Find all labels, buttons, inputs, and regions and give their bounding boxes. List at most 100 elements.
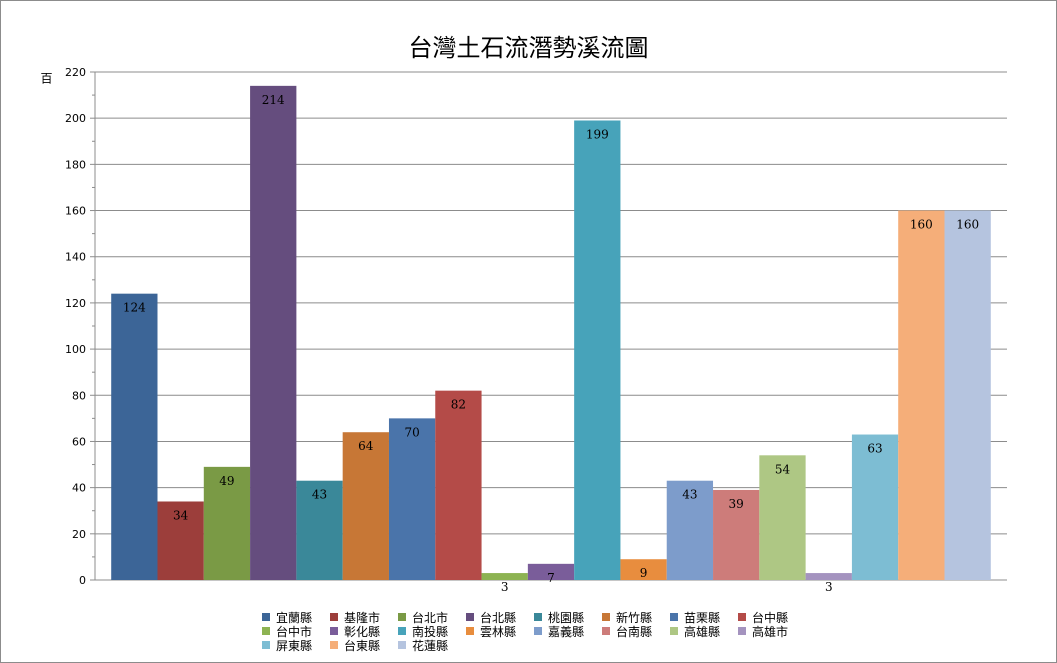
data-label-5: 43 <box>312 488 327 502</box>
legend-item: 新竹縣 <box>602 610 670 625</box>
legend-swatch <box>330 627 338 635</box>
legend-swatch <box>398 627 406 635</box>
data-label-16: 3 <box>825 580 833 594</box>
legend-item: 南投縣 <box>398 624 466 639</box>
legend-row: 宜蘭縣 基隆市 台北市 台北縣 桃園縣 新竹縣 苗栗縣 台中縣 <box>262 610 822 625</box>
data-label-8: 82 <box>451 398 466 412</box>
data-label-13: 43 <box>682 488 697 502</box>
bar-2 <box>157 501 204 580</box>
legend-label: 嘉義縣 <box>548 624 585 639</box>
legend-label: 高雄縣 <box>684 624 721 639</box>
legend-label: 高雄市 <box>752 624 789 639</box>
legend-label: 宜蘭縣 <box>276 610 313 625</box>
legend-swatch <box>466 613 474 621</box>
bar-4 <box>250 85 297 580</box>
legend-label: 花蓮縣 <box>412 638 449 653</box>
legend-label: 台東縣 <box>344 638 381 653</box>
chart-title: 台灣土石流潛勢溪流圖 <box>408 34 649 62</box>
bar-1 <box>111 293 158 580</box>
data-label-19: 160 <box>956 218 979 232</box>
legend-item: 台東縣 <box>330 638 398 653</box>
y-tick-label: 120 <box>65 297 86 310</box>
legend-item: 台南縣 <box>602 624 670 639</box>
bar-9 <box>481 573 528 580</box>
legend-label: 桃園縣 <box>548 610 585 625</box>
y-axis-unit-label: 百 <box>39 72 53 84</box>
legend-swatch <box>330 613 338 621</box>
legend-item: 屏東縣 <box>262 638 330 653</box>
legend-item: 高雄縣 <box>670 624 738 639</box>
legend-item: 彰化縣 <box>330 624 398 639</box>
legend-label: 台中市 <box>276 624 313 639</box>
bar-19 <box>944 210 991 580</box>
legend-swatch <box>738 627 746 635</box>
bar-10 <box>527 563 575 580</box>
legend: 宜蘭縣 基隆市 台北市 台北縣 桃園縣 新竹縣 苗栗縣 台中縣 台中市 彰化縣 南投縣 雲林縣 嘉義縣台… <box>262 610 822 653</box>
legend-item: 基隆市 <box>330 610 398 625</box>
y-tick-label: 140 <box>65 251 86 264</box>
legend-label: 雲林縣 <box>480 624 517 639</box>
data-label-1: 124 <box>123 301 146 315</box>
y-tick-label: 160 <box>65 205 86 218</box>
bar-13 <box>666 480 714 580</box>
data-label-6: 64 <box>358 439 374 453</box>
y-tick-label: 180 <box>65 158 86 171</box>
legend-item: 雲林縣 <box>466 624 534 639</box>
legend-label: 新竹縣 <box>616 610 653 625</box>
legend-row: 屏東縣 台東縣 花蓮縣 <box>262 638 822 653</box>
legend-swatch <box>262 627 270 635</box>
legend-item: 嘉義縣 <box>534 624 602 639</box>
legend-item: 宜蘭縣 <box>262 610 330 625</box>
legend-item: 桃園縣 <box>534 610 602 625</box>
data-label-11: 199 <box>586 127 609 141</box>
legend-swatch <box>534 613 542 621</box>
data-label-18: 160 <box>910 218 933 232</box>
legend-item: 台中市 <box>262 624 330 639</box>
legend-item: 台北市 <box>398 610 466 625</box>
legend-label: 台南縣 <box>616 624 653 639</box>
bar-16 <box>805 573 852 580</box>
legend-swatch <box>262 613 270 621</box>
y-tick-label: 200 <box>65 112 86 125</box>
bar-18 <box>898 210 945 580</box>
data-label-9: 3 <box>501 580 509 594</box>
legend-item: 台中縣 <box>738 610 806 625</box>
legend-item: 台北縣 <box>466 610 534 625</box>
bar-17 <box>851 434 899 580</box>
data-label-12: 9 <box>640 566 648 580</box>
legend-row: 台中市 彰化縣 南投縣 雲林縣 嘉義縣 台南縣 高雄縣 高雄市 <box>262 624 822 639</box>
data-label-4: 214 <box>262 93 285 107</box>
bar-8 <box>435 390 482 580</box>
legend-swatch <box>398 613 406 621</box>
bar-12 <box>620 559 667 580</box>
legend-swatch <box>602 613 610 621</box>
y-tick-label: 40 <box>72 482 86 495</box>
legend-swatch <box>670 613 678 621</box>
legend-swatch <box>330 641 338 649</box>
y-tick-label: 220 <box>65 66 86 79</box>
legend-swatch <box>670 627 678 635</box>
bar-6 <box>342 432 389 580</box>
legend-label: 苗栗縣 <box>684 610 721 625</box>
bar-5 <box>296 480 343 580</box>
legend-label: 台中縣 <box>752 610 789 625</box>
bar-11 <box>574 120 621 580</box>
legend-swatch <box>398 641 406 649</box>
legend-item: 高雄市 <box>738 624 806 639</box>
data-label-2: 34 <box>173 508 189 522</box>
legend-label: 基隆市 <box>344 610 381 625</box>
legend-label: 台北市 <box>412 610 449 625</box>
data-label-3: 49 <box>219 474 234 488</box>
bar-15 <box>759 455 806 580</box>
data-label-17: 63 <box>867 442 882 456</box>
legend-label: 南投縣 <box>412 624 449 639</box>
data-label-7: 70 <box>404 425 419 439</box>
legend-swatch <box>738 613 746 621</box>
legend-swatch <box>534 627 542 635</box>
bar-7 <box>388 418 436 580</box>
bar-14 <box>713 489 760 580</box>
data-label-10: 7 <box>547 571 555 585</box>
data-label-15: 54 <box>775 462 791 476</box>
legend-item: 苗栗縣 <box>670 610 738 625</box>
